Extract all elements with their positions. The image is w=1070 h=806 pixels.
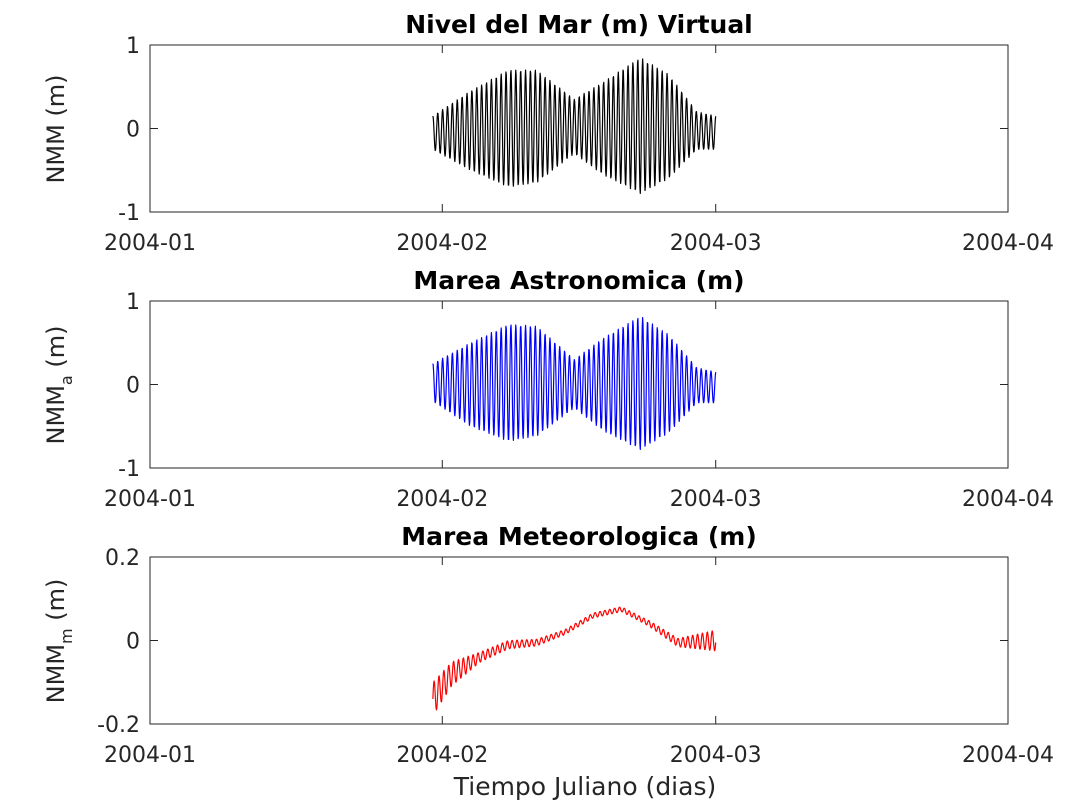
plot-title: Marea Astronomica (m) <box>413 266 744 295</box>
x-axis-label: Tiempo Juliano (dias) <box>453 772 716 801</box>
y-tick-label: -0.2 <box>97 713 140 738</box>
y-axis-label: NMM (m) <box>42 74 70 183</box>
axes-box <box>149 44 1009 213</box>
axes-box <box>149 300 1009 469</box>
y-tick-label: 0 <box>126 630 140 655</box>
y-tick-label: -1 <box>118 457 140 482</box>
y-tick-label: 0.2 <box>105 546 140 571</box>
x-tick-label: 2004-02 <box>396 231 488 256</box>
x-tick-label: 2004-03 <box>670 743 762 768</box>
y-tick-label: 0 <box>126 118 140 143</box>
series-line <box>432 316 717 451</box>
x-tick-label: 2004-01 <box>104 231 196 256</box>
y-tick-label: -1 <box>118 201 140 226</box>
series-line <box>432 58 717 195</box>
y-axis-label: NMMm (m) <box>42 579 76 704</box>
y-tick-label: 1 <box>126 34 140 59</box>
subplot-2: Marea Astronomica (m) -1 0 1 2004-01 2004-02 2… <box>42 266 1054 512</box>
axes-box <box>149 556 1009 725</box>
x-tick-label: 2004-02 <box>396 743 488 768</box>
series-line <box>432 606 717 711</box>
x-tick-label: 2004-04 <box>962 231 1054 256</box>
y-tick-label: 0 <box>126 374 140 399</box>
x-tick-label: 2004-03 <box>670 487 762 512</box>
x-tick-label: 2004-04 <box>962 487 1054 512</box>
x-tick-label: 2004-03 <box>670 231 762 256</box>
subplot-1: Nivel del Mar (m) Virtual -1 0 1 2004-01 2004… <box>42 10 1054 256</box>
y-axis-label: NMMa (m) <box>42 326 76 445</box>
x-tick-label: 2004-04 <box>962 743 1054 768</box>
x-tick-label: 2004-02 <box>396 487 488 512</box>
x-tick-label: 2004-01 <box>104 743 196 768</box>
plot-title: Nivel del Mar (m) Virtual <box>405 10 753 39</box>
subplot-3: Marea Meteorologica (m) -0.2 0 0.2 2004-01 20… <box>42 522 1054 801</box>
plot-title: Marea Meteorologica (m) <box>401 522 757 551</box>
x-tick-label: 2004-01 <box>104 487 196 512</box>
y-tick-label: 1 <box>126 290 140 315</box>
